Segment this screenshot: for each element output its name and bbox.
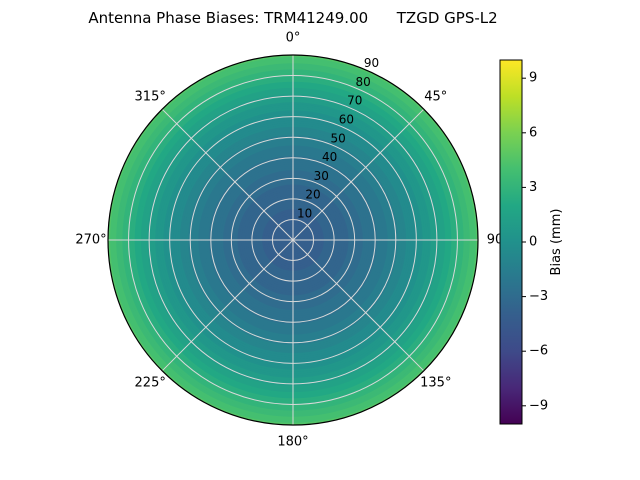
colorbar [499,59,523,425]
grid-spoke [292,239,425,372]
theta-tick-label: 315° [135,90,166,105]
radial-tick-label: 30 [314,169,329,183]
colorbar-tick-label: −6 [529,344,548,359]
colorbar-tick-label: −3 [529,289,548,304]
radial-tick-label: 90 [364,56,379,70]
theta-tick-label: 45° [424,90,447,105]
radial-tick-label: 70 [347,94,362,108]
radial-tick-label: 40 [322,150,337,164]
colorbar-tick-label: 6 [529,125,537,140]
theta-tick-label: 180° [277,435,308,450]
colorbar-tick-label: −9 [529,398,548,413]
radial-tick-label: 20 [305,188,320,202]
chart-title: Antenna Phase Biases: TRM41249.00 TZGD G… [88,9,498,27]
radial-tick-label: 60 [339,113,354,127]
radial-tick-label: 50 [330,131,345,145]
radial-tick-label: 80 [355,75,370,89]
theta-tick-label: 270° [75,233,106,248]
theta-tick-label: 90 [487,233,504,248]
grid-spoke [292,108,425,241]
theta-tick-label: 225° [135,375,166,390]
polar-outline [107,54,479,426]
colorbar-tick-label: 0 [529,235,537,250]
colorbar-tick-label: 3 [529,180,537,195]
grid-spoke [161,108,294,241]
theta-tick-label: 0° [286,31,301,46]
theta-tick-label: 135° [420,375,451,390]
colorbar-axis-label: Bias (mm) [549,209,564,276]
radial-tick-label: 10 [297,206,312,220]
colorbar-tick-label: 9 [529,71,537,86]
grid-spoke [161,239,294,372]
polar-grid [108,55,478,425]
